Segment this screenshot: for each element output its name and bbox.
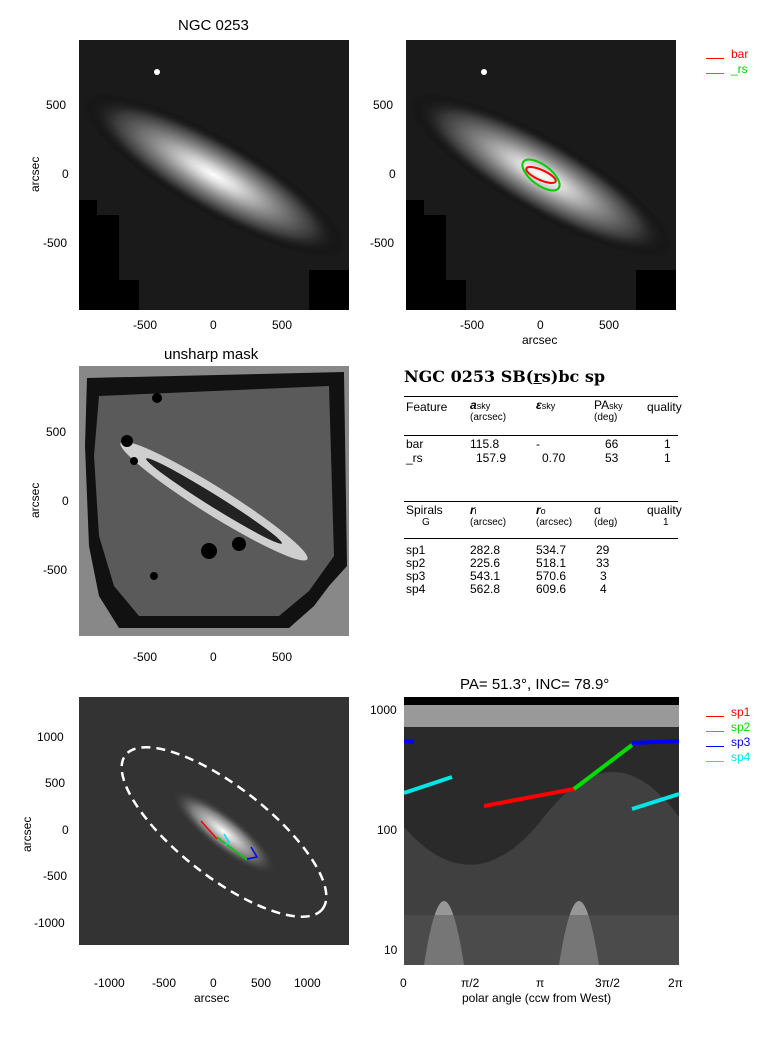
panel3-xtick: -500 <box>133 650 158 664</box>
galaxy-image-panel <box>79 40 349 310</box>
sp4-line <box>631 792 679 811</box>
panel6-ytick: 10 <box>384 943 398 957</box>
panel3-ytick: 500 <box>46 425 67 439</box>
panel5-xtick: 0 <box>210 976 217 990</box>
panel2-xlabel: arcsec <box>522 333 558 347</box>
legend-sp2-label: sp2 <box>731 720 751 734</box>
bar-ellipse <box>525 166 557 184</box>
table-row: _rs 157.9 0.70 53 1 <box>406 451 671 465</box>
legend-sp4-line <box>706 761 724 762</box>
panel1-ytick: 500 <box>46 98 67 112</box>
panel5-xtick: 500 <box>251 976 272 990</box>
panel6-title: PA= 51.3°, INC= 78.9° <box>460 676 610 693</box>
table-row: sp4 562.8 609.6 4 <box>406 582 607 596</box>
features-header: Feature asky (arcsec) εsky PAsky (deg) q… <box>406 398 682 423</box>
panel1-xtick: 0 <box>210 318 217 332</box>
legend-rs-line <box>706 73 724 74</box>
legend-sp3-label: sp3 <box>731 735 751 749</box>
panel1-ytick: -500 <box>43 236 68 250</box>
table-row: bar 115.8 - 66 1 <box>406 437 671 451</box>
panel6-xtick: 2π <box>668 976 683 990</box>
panel5-ytick: -1000 <box>34 916 65 930</box>
panel5-xtick: -500 <box>152 976 177 990</box>
panel5-xtick: -1000 <box>94 976 125 990</box>
legend-bar-label: bar <box>731 47 749 61</box>
panel2-ytick: 0 <box>389 167 396 181</box>
table-row: sp2 225.6 518.1 33 <box>406 556 610 570</box>
panel5-ytick: 1000 <box>37 730 64 744</box>
panel3-ylabel: arcsec <box>28 482 42 518</box>
table-rule <box>404 538 678 539</box>
table-rule <box>404 435 678 436</box>
legend-sp1-label: sp1 <box>731 705 751 719</box>
panel3-title: unsharp mask <box>164 346 259 363</box>
panel5-xtick: 1000 <box>294 976 321 990</box>
sp1-line <box>483 787 575 808</box>
panel3-xtick: 500 <box>272 650 293 664</box>
panel5-ytick: 0 <box>62 823 69 837</box>
legend-sp4-label: sp4 <box>731 750 751 764</box>
table-heading: NGC 0253 SB(rs)bc sp <box>404 367 606 386</box>
sp3-line <box>404 739 415 744</box>
table-row: sp1 282.8 534.7 29 <box>406 543 610 557</box>
panel1-ylabel: arcsec <box>28 156 42 192</box>
rs-ellipse <box>521 158 561 192</box>
legend-rs-label: _rs <box>731 62 748 76</box>
panel1-xtick: 500 <box>272 318 293 332</box>
legend-sp1-line <box>706 716 724 717</box>
panel6-ytick: 1000 <box>370 703 397 717</box>
legend-bar-line <box>706 58 724 59</box>
panel6-xlabel: polar angle (ccw from West) <box>462 991 612 1005</box>
panel1-xtick: -500 <box>133 318 158 332</box>
panel2-xtick: -500 <box>460 318 485 332</box>
sp3-line <box>631 739 679 745</box>
panel6-xtick: 0 <box>400 976 407 990</box>
table-rule <box>404 501 678 502</box>
table-row: sp3 543.1 570.6 3 <box>406 569 607 583</box>
panel5-ytick: -500 <box>43 869 68 883</box>
panel6-xtick: π/2 <box>461 976 480 990</box>
panel6-xtick: π <box>536 976 545 990</box>
panel3-xtick: 0 <box>210 650 217 664</box>
table-rule <box>404 396 678 397</box>
panel5-ylabel: arcsec <box>20 816 34 852</box>
panel2-ytick: -500 <box>370 236 395 250</box>
panel2-xtick: 0 <box>537 318 544 332</box>
panel6-ytick: 100 <box>377 823 398 837</box>
panel1-ytick: 0 <box>62 167 69 181</box>
spirals-header: Spirals G ri (arcsec) ro (arcsec) α (deg… <box>406 503 682 528</box>
legend-sp3-line <box>706 746 724 747</box>
panel3-ytick: 0 <box>62 494 69 508</box>
panel6-xtick: 3π/2 <box>595 976 620 990</box>
panel5-xlabel: arcsec <box>194 991 230 1005</box>
spiral-overlay-panel <box>79 697 349 967</box>
panel3-ytick: -500 <box>43 563 68 577</box>
panel2-ytick: 500 <box>373 98 394 112</box>
unsharp-mask-panel <box>79 366 349 636</box>
panel5-ytick: 500 <box>45 776 66 790</box>
sp4-line <box>404 775 453 795</box>
panel1-title: NGC 0253 <box>178 17 249 34</box>
galaxy-ellipse-fit-panel <box>406 40 676 310</box>
sp2-line <box>572 743 634 791</box>
panel2-xtick: 500 <box>599 318 620 332</box>
polar-plot-panel <box>404 697 679 965</box>
legend-sp2-line <box>706 731 724 732</box>
